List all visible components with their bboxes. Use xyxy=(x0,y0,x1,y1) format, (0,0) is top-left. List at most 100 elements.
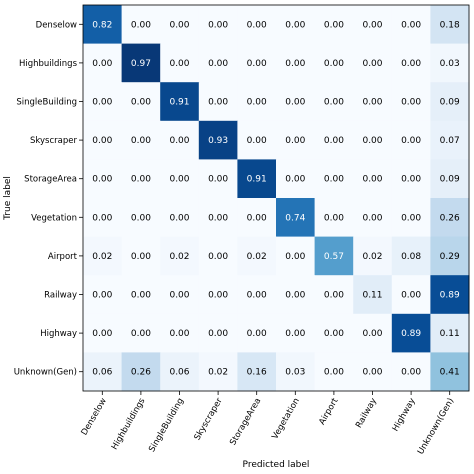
cell-value-label: 0.74 xyxy=(285,213,305,223)
cell-value-label: 0.00 xyxy=(362,175,382,185)
heatmap-cell xyxy=(237,313,277,353)
heatmap-cell xyxy=(276,82,316,122)
heatmap-cell xyxy=(121,159,161,199)
cell-value-label: 0.02 xyxy=(208,368,228,378)
heatmap-cell xyxy=(83,236,123,276)
cell-value-label: 0.09 xyxy=(440,175,460,185)
cell-value-label: 0.00 xyxy=(401,59,421,69)
x-axis-title: Predicted label xyxy=(243,460,310,470)
heatmap-cell xyxy=(198,352,238,392)
heatmap-cell xyxy=(160,275,200,315)
cell-value-label: 0.00 xyxy=(169,136,189,146)
cell-value-label: 0.00 xyxy=(285,20,305,30)
cell-value-label: 0.00 xyxy=(247,98,267,108)
heatmap-cell xyxy=(121,313,161,353)
cell-value-label: 0.00 xyxy=(92,213,112,223)
cell-value-label: 0.91 xyxy=(169,98,189,108)
cell-value-label: 0.00 xyxy=(131,136,151,146)
heatmap-cell xyxy=(430,82,470,122)
y-tick-label: Airport xyxy=(48,252,78,262)
cell-value-label: 0.00 xyxy=(285,59,305,69)
heatmap-cell xyxy=(237,236,277,276)
heatmap-cell xyxy=(353,159,393,199)
heatmap-cell xyxy=(83,82,123,122)
heatmap-cell xyxy=(314,120,354,160)
cell-value-label: 0.82 xyxy=(92,20,112,30)
cell-value-label: 0.00 xyxy=(324,329,344,339)
cell-value-label: 0.18 xyxy=(440,20,460,30)
heatmap-cell xyxy=(276,313,316,353)
heatmap-cell xyxy=(237,159,277,199)
heatmap-cell xyxy=(430,236,470,276)
heatmap-cell xyxy=(276,198,316,238)
cell-value-label: 0.91 xyxy=(247,175,267,185)
cell-value-label: 0.03 xyxy=(440,59,460,69)
heatmap-cell xyxy=(83,43,123,83)
heatmap-cell xyxy=(276,5,316,45)
heatmap-cell xyxy=(276,275,316,315)
cell-value-label: 0.26 xyxy=(131,368,151,378)
x-tick-label: Denselow xyxy=(80,396,109,437)
heatmap-cell xyxy=(314,352,354,392)
cell-value-label: 0.00 xyxy=(169,213,189,223)
cell-value-label: 0.00 xyxy=(131,329,151,339)
heatmap-cell xyxy=(121,82,161,122)
x-tick-label: Highbuildings xyxy=(110,396,148,452)
heatmap-cell xyxy=(314,82,354,122)
cell-value-label: 0.00 xyxy=(362,213,382,223)
x-tick-label: Unknown(Gen) xyxy=(416,397,456,457)
cell-value-label: 0.57 xyxy=(324,252,344,262)
heatmap-cell xyxy=(314,275,354,315)
cell-value-label: 0.03 xyxy=(285,368,305,378)
heatmap-cell-labels: 0.82 0.00 0.00 0.00 0.00 0.00 0.00 0.00 0.00 0.18… xyxy=(92,20,460,377)
heatmap-cell xyxy=(198,198,238,238)
cell-value-label: 0.00 xyxy=(285,98,305,108)
heatmap-cell xyxy=(160,43,200,83)
x-tick-label: Highway xyxy=(391,397,418,434)
cell-value-label: 0.00 xyxy=(247,213,267,223)
cell-value-label: 0.00 xyxy=(131,20,151,30)
heatmap-cell xyxy=(391,313,431,353)
heatmap-cell xyxy=(198,236,238,276)
cell-value-label: 0.00 xyxy=(285,329,305,339)
heatmap-cell xyxy=(198,275,238,315)
heatmap-cell xyxy=(391,236,431,276)
cell-value-label: 0.00 xyxy=(92,59,112,69)
cell-value-label: 0.00 xyxy=(169,20,189,30)
heatmap-cell xyxy=(276,352,316,392)
cell-value-label: 0.00 xyxy=(131,98,151,108)
heatmap-cell xyxy=(160,159,200,199)
cell-value-label: 0.00 xyxy=(131,291,151,301)
cell-value-label: 0.00 xyxy=(169,59,189,69)
heatmap-cell xyxy=(430,352,470,392)
heatmap-cell xyxy=(237,82,277,122)
heatmap-cell xyxy=(391,352,431,392)
cell-value-label: 0.00 xyxy=(362,59,382,69)
cell-value-label: 0.00 xyxy=(247,136,267,146)
heatmap-cell xyxy=(83,120,123,160)
heatmap-cell xyxy=(353,352,393,392)
cell-value-label: 0.00 xyxy=(208,59,228,69)
heatmap-cell xyxy=(276,236,316,276)
heatmap-cell xyxy=(160,352,200,392)
cell-value-label: 0.26 xyxy=(440,213,460,223)
heatmap-cell xyxy=(353,275,393,315)
cell-value-label: 0.00 xyxy=(401,291,421,301)
x-tick-label: Airport xyxy=(317,396,341,427)
cell-value-label: 0.29 xyxy=(440,252,460,262)
y-tick-label: Highbuildings xyxy=(19,59,78,69)
heatmap-cell xyxy=(83,275,123,315)
heatmap-cell xyxy=(83,5,123,45)
y-tick-label: Denselow xyxy=(36,20,77,30)
cell-value-label: 0.00 xyxy=(324,213,344,223)
cell-value-label: 0.00 xyxy=(208,329,228,339)
heatmap-cell xyxy=(276,159,316,199)
heatmap-cell xyxy=(121,43,161,83)
heatmap-cell xyxy=(198,82,238,122)
heatmap-cell xyxy=(430,5,470,45)
heatmap-cell xyxy=(353,43,393,83)
cell-value-label: 0.00 xyxy=(324,98,344,108)
heatmap-cell xyxy=(160,313,200,353)
cell-value-label: 0.00 xyxy=(208,20,228,30)
heatmap-cell xyxy=(83,352,123,392)
